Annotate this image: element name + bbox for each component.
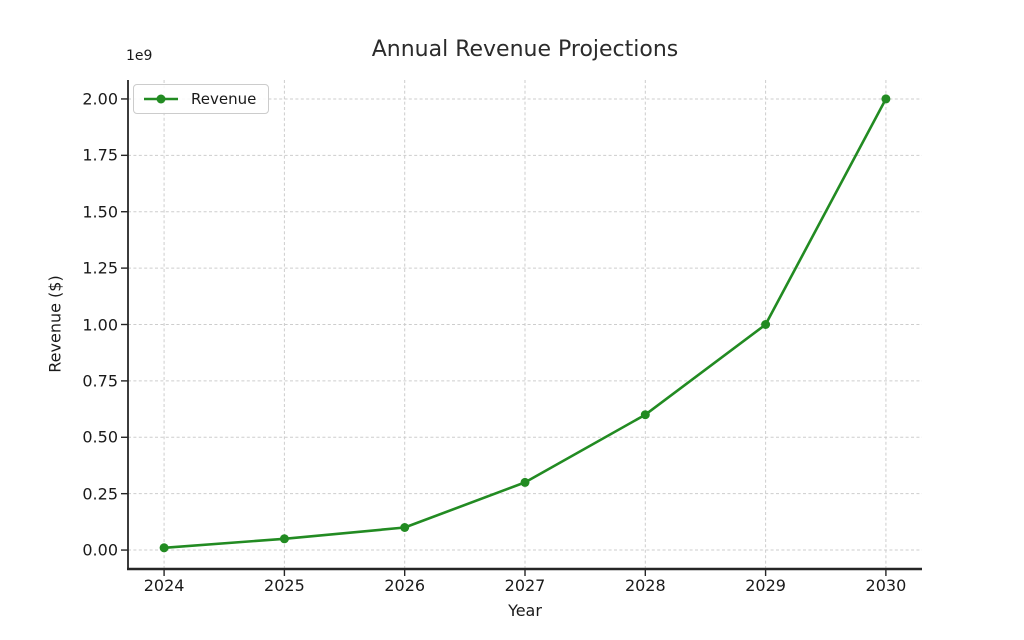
x-axis-label: Year <box>508 601 542 620</box>
data-point <box>640 410 650 420</box>
y-tick-label: 1.00 <box>82 315 118 334</box>
x-tick-label: 2029 <box>745 576 786 595</box>
y-tick-label: 1.75 <box>82 145 118 165</box>
y-tick-label: 0.25 <box>82 484 118 504</box>
legend: Revenue <box>133 84 270 114</box>
x-tick-label: 2027 <box>504 576 546 595</box>
y-tick-label: 0.00 <box>82 540 118 560</box>
legend-label: Revenue <box>191 90 257 108</box>
legend-marker <box>156 94 166 104</box>
data-point <box>881 94 891 104</box>
x-tick-label: 2024 <box>143 576 185 595</box>
x-tick-label: 2030 <box>865 576 907 595</box>
legend-line-swatch-icon <box>144 94 178 104</box>
y-axis-offset-label: 1e9 <box>126 48 153 64</box>
data-point <box>279 534 289 544</box>
data-point <box>520 477 530 487</box>
y-tick-label: 1.50 <box>82 202 118 222</box>
y-tick-label: 0.75 <box>82 371 118 391</box>
y-tick-label: 0.50 <box>82 427 118 447</box>
chart-title: Annual Revenue Projections <box>371 37 679 62</box>
data-point <box>761 320 771 329</box>
y-tick-label: 1.25 <box>82 258 118 278</box>
x-tick-label: 2025 <box>264 576 305 595</box>
x-tick-label: 2028 <box>624 576 666 595</box>
y-tick-label: 2.00 <box>82 89 118 109</box>
x-tick-label: 2026 <box>384 576 426 595</box>
data-point <box>159 543 169 553</box>
data-point <box>400 523 410 532</box>
